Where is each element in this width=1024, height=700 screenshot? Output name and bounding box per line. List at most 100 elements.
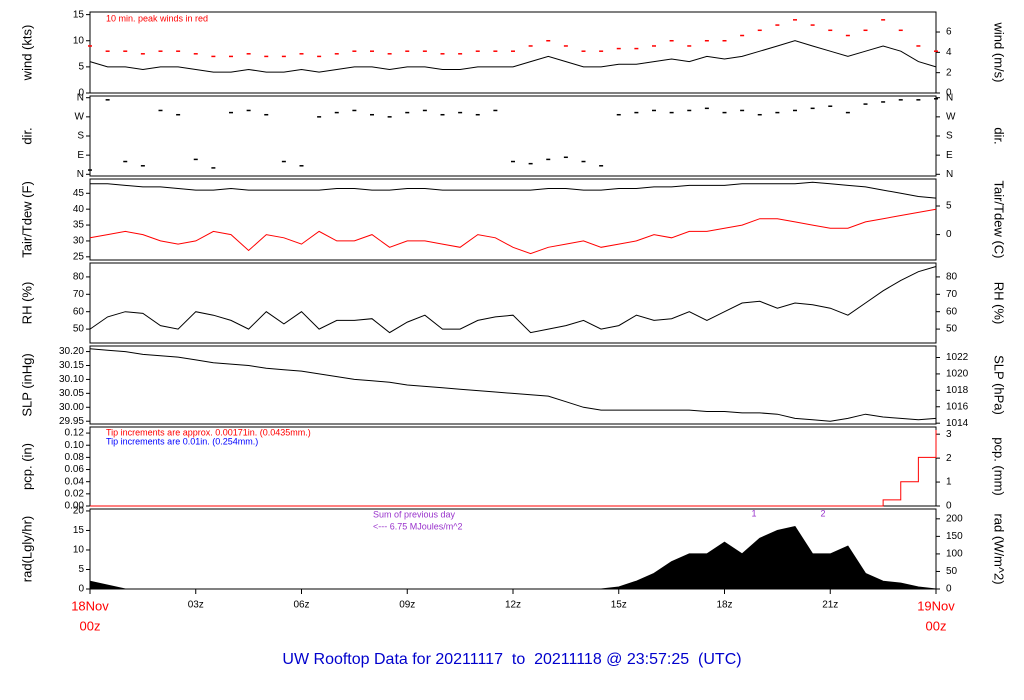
data-point xyxy=(740,34,745,37)
x-tick-label: 18Nov xyxy=(71,598,109,613)
data-line xyxy=(89,348,937,422)
data-point xyxy=(757,29,762,32)
y2-tick-label: 1016 xyxy=(946,401,969,412)
x-tick-label: 15z xyxy=(611,600,627,611)
y2-tick-label: 50 xyxy=(946,566,958,577)
y-axis-label: dir. xyxy=(19,127,34,144)
panel-frame xyxy=(89,178,937,261)
y2-tick-label: W xyxy=(946,111,956,122)
data-point xyxy=(828,105,833,107)
data-point xyxy=(863,103,868,105)
y2-tick-label: 1022 xyxy=(946,352,969,363)
y-axis-label: pcp. (in) xyxy=(19,443,34,490)
data-point xyxy=(599,50,604,52)
data-point xyxy=(387,53,392,55)
data-point xyxy=(546,158,551,161)
annotation: 1 xyxy=(751,508,756,518)
x-tick-label: 09z xyxy=(399,600,415,611)
data-line xyxy=(89,208,937,255)
data-point xyxy=(793,109,797,112)
data-point xyxy=(334,111,339,114)
y2-axis-label: dir. xyxy=(992,127,1007,144)
data-point xyxy=(916,45,921,47)
y-tick-label: 0.10 xyxy=(65,440,85,451)
data-line xyxy=(89,266,937,334)
data-point xyxy=(229,111,233,114)
data-point xyxy=(810,107,815,110)
annotation: Sum of previous day xyxy=(373,509,456,519)
data-point xyxy=(422,109,427,112)
y2-tick-label: 4 xyxy=(946,47,952,58)
y-tick-label: 0.04 xyxy=(65,476,85,487)
y-tick-label: N xyxy=(77,92,84,103)
y-tick-label: E xyxy=(77,150,84,161)
data-point xyxy=(511,160,515,163)
data-point xyxy=(687,109,692,112)
data-point xyxy=(563,156,568,159)
data-point xyxy=(793,19,797,21)
data-point xyxy=(440,53,445,55)
y2-tick-label: 80 xyxy=(946,272,958,283)
y-tick-label: 10 xyxy=(73,35,85,46)
y2-tick-label: 200 xyxy=(946,513,963,524)
annotation: 2 xyxy=(820,508,825,518)
data-line xyxy=(90,181,937,199)
x-tick-label: 12z xyxy=(505,600,521,611)
y-tick-label: 0.08 xyxy=(65,452,85,463)
x-tick-sublabel: 00z xyxy=(926,618,947,633)
x-tick-label: 03z xyxy=(188,600,204,611)
x-tick-label: 21z xyxy=(822,600,838,611)
y2-tick-label: 1020 xyxy=(946,369,969,380)
data-point xyxy=(370,113,374,116)
y-tick-label: 30.00 xyxy=(59,402,84,413)
y2-axis-label: wind (m/s) xyxy=(992,22,1007,83)
y-tick-label: 0.06 xyxy=(65,464,85,475)
data-point xyxy=(88,45,92,47)
data-point xyxy=(616,47,621,50)
y-tick-label: 50 xyxy=(73,324,85,335)
data-point xyxy=(193,158,198,161)
y-tick-label: 5 xyxy=(78,564,84,575)
data-point xyxy=(528,45,533,47)
y-tick-label: S xyxy=(77,131,84,142)
data-point xyxy=(634,111,639,114)
data-point xyxy=(475,50,480,52)
data-point xyxy=(810,24,815,26)
y-tick-label: 30.20 xyxy=(59,346,84,357)
y-tick-label: N xyxy=(77,169,84,180)
data-point xyxy=(299,53,304,55)
y2-tick-label: 0 xyxy=(946,229,952,240)
data-line xyxy=(89,40,937,73)
y2-axis-label: rad (W/m^2) xyxy=(992,513,1007,584)
y2-tick-label: 3 xyxy=(946,429,952,440)
y-tick-label: 70 xyxy=(73,289,85,300)
data-point xyxy=(881,101,886,103)
data-point xyxy=(652,45,656,47)
y2-tick-label: 0 xyxy=(946,501,952,512)
y2-tick-label: S xyxy=(946,131,953,142)
data-point xyxy=(211,167,216,169)
y2-axis-label: RH (%) xyxy=(992,282,1007,325)
data-point xyxy=(863,29,868,32)
y-tick-label: 5 xyxy=(78,62,84,73)
y2-tick-label: E xyxy=(946,150,953,161)
data-point xyxy=(105,50,110,52)
y-tick-label: 0.12 xyxy=(65,428,85,439)
y2-tick-label: 60 xyxy=(946,306,958,317)
x-tick-label: 06z xyxy=(293,600,309,611)
data-point xyxy=(528,162,533,165)
y-tick-label: 30.15 xyxy=(59,360,84,371)
data-step-line xyxy=(90,430,937,507)
data-point xyxy=(387,116,392,118)
y2-tick-label: 0 xyxy=(946,88,952,99)
y-tick-label: 0 xyxy=(78,88,84,99)
data-point xyxy=(898,29,903,32)
data-point xyxy=(405,50,410,52)
data-point xyxy=(581,50,586,52)
data-point xyxy=(652,109,656,112)
y-tick-label: 35 xyxy=(73,220,85,231)
data-point xyxy=(934,98,938,100)
data-point xyxy=(405,111,410,114)
data-point xyxy=(317,55,322,58)
data-point xyxy=(687,45,692,47)
